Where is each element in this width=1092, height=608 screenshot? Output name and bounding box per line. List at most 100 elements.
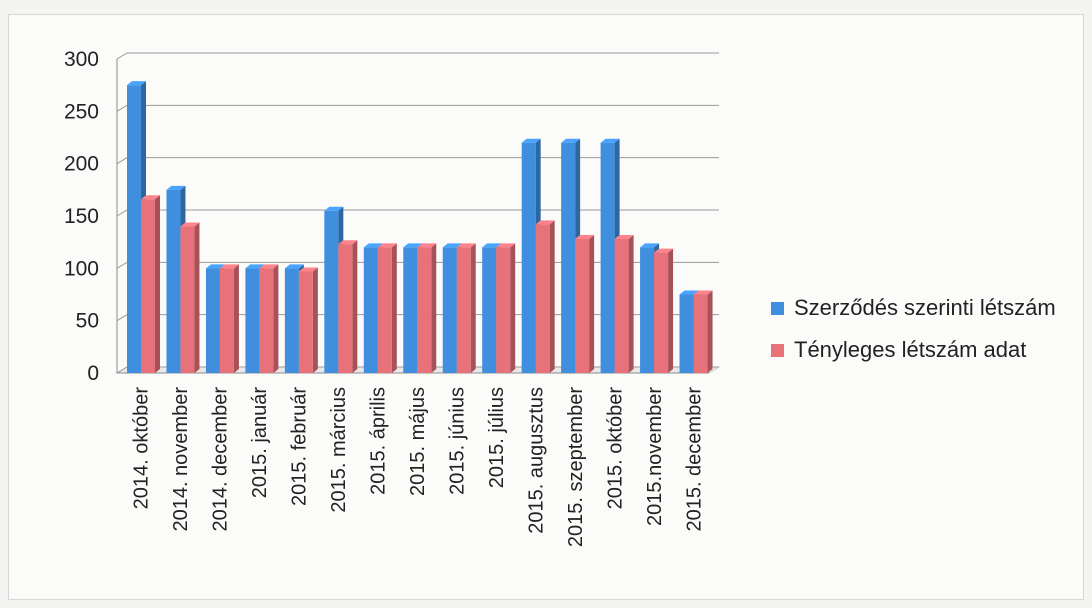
bar-side xyxy=(668,248,674,373)
bar-side xyxy=(312,267,318,373)
x-tick-label: 2014. november xyxy=(170,387,192,532)
x-tick-label: 2015. május xyxy=(407,387,429,496)
bar-top xyxy=(403,243,423,248)
bar-top xyxy=(127,81,146,86)
x-tick-label: 2015. július xyxy=(486,387,508,488)
bar-front xyxy=(180,226,195,373)
bar-side xyxy=(549,220,555,373)
bar-top xyxy=(654,248,674,253)
bar-front xyxy=(324,210,339,373)
legend-item-actual: Tényleges létszám adat xyxy=(771,329,1056,371)
bar-side xyxy=(352,240,358,373)
bar-top xyxy=(259,264,279,269)
bar-actual xyxy=(259,264,279,373)
bar-top xyxy=(166,185,186,190)
bar-front xyxy=(298,271,313,373)
legend-swatch-contract xyxy=(771,301,784,315)
bar-side xyxy=(589,235,595,373)
bar-side xyxy=(510,243,516,373)
x-tick-label: 2014. december xyxy=(210,387,232,532)
bar-top xyxy=(442,243,462,248)
bar-side xyxy=(155,195,160,373)
bar-side xyxy=(707,290,713,373)
bar-top xyxy=(693,290,713,295)
chart-frame: 0 50 100 150 200 250 300 2014. október 2014. nov… xyxy=(8,14,1084,600)
bar-actual xyxy=(614,235,634,373)
legend-label-actual: Tényleges létszám adat xyxy=(794,337,1027,362)
bar-top xyxy=(219,264,239,269)
bar-actual xyxy=(456,243,476,373)
bar-top xyxy=(180,222,200,227)
bar-front xyxy=(456,247,471,373)
y-tick-label: 0 xyxy=(87,362,99,385)
bar-actual xyxy=(575,235,595,373)
bar-front xyxy=(219,268,234,373)
bar-top xyxy=(456,243,476,248)
bar-actual xyxy=(219,264,239,373)
y-tick-label: 100 xyxy=(64,257,99,280)
bar-top xyxy=(338,240,358,245)
bar-actual xyxy=(693,290,713,373)
bar-front xyxy=(482,247,497,373)
bar-top xyxy=(417,243,437,248)
bar-front xyxy=(600,142,615,373)
bar-actual xyxy=(141,195,160,373)
x-tick-label: 2015. szeptember xyxy=(565,387,587,547)
bar-front xyxy=(496,247,511,373)
x-tick-label: 2015. március xyxy=(328,387,350,513)
bar-top xyxy=(535,220,555,225)
bar-front xyxy=(561,142,576,373)
bar-top xyxy=(521,138,541,143)
bar-side xyxy=(470,243,476,373)
bar-chart: 0 50 100 150 200 250 300 2014. október 2014. nov… xyxy=(64,48,721,547)
gridline xyxy=(116,52,719,60)
bar-front xyxy=(363,247,378,373)
legend-label-contract: Szerződés szerinti létszám xyxy=(794,295,1056,320)
bar-actual xyxy=(298,267,318,373)
bar-actual xyxy=(338,240,358,373)
bar-top xyxy=(205,264,225,269)
bar-side xyxy=(391,243,397,373)
bar-actual xyxy=(654,248,674,373)
bar-top xyxy=(284,264,304,269)
bar-top xyxy=(363,243,383,248)
x-tick-label: 2015. június xyxy=(446,387,468,495)
bar-front xyxy=(259,268,274,373)
bar-front xyxy=(693,294,708,373)
bar-side xyxy=(233,264,239,373)
bar-top xyxy=(496,243,516,248)
bar-side xyxy=(194,222,200,373)
bar-top xyxy=(482,243,502,248)
bar-actual xyxy=(180,222,200,373)
legend-item-contract: Szerződés szerinti létszám xyxy=(771,287,1056,329)
legend: Szerződés szerinti létszám Tényleges lét… xyxy=(771,287,1056,371)
bar-front xyxy=(535,224,550,373)
bar-top xyxy=(640,243,660,248)
bar-top xyxy=(298,267,318,272)
bar-top xyxy=(141,195,160,200)
y-tick-label: 250 xyxy=(64,100,99,123)
bar-actual xyxy=(496,243,516,373)
bar-top xyxy=(377,243,397,248)
x-tick-label: 2015.november xyxy=(644,387,666,526)
bar-top xyxy=(679,290,699,295)
x-tick-label: 2015. augusztus xyxy=(525,387,547,534)
bar-front xyxy=(640,247,655,373)
bar-front xyxy=(575,239,590,373)
bar-side xyxy=(628,235,634,373)
bar-side xyxy=(273,264,279,373)
bar-front xyxy=(245,268,260,373)
bar-top xyxy=(561,138,581,143)
bar-top xyxy=(324,206,344,211)
bar-front xyxy=(442,247,457,373)
bar-top xyxy=(600,138,620,143)
x-tick-label: 2015. február xyxy=(289,387,311,506)
bar-front xyxy=(417,247,432,373)
bar-front xyxy=(403,247,418,373)
x-tick-label: 2014. október xyxy=(131,387,153,510)
bar-side xyxy=(431,243,437,373)
bar-top xyxy=(245,264,265,269)
y-tick-label: 300 xyxy=(64,48,99,71)
bar-actual xyxy=(377,243,397,373)
bar-front xyxy=(521,142,536,373)
